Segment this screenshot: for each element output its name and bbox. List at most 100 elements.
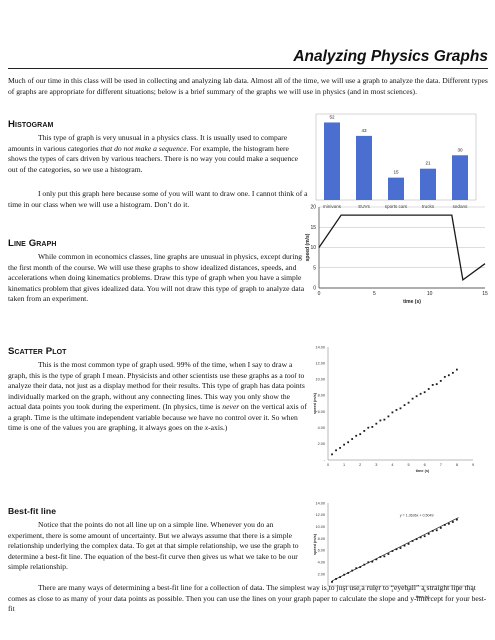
- bar: [420, 168, 436, 200]
- x-axis-label: time (s): [416, 469, 430, 473]
- data-point: [447, 374, 450, 377]
- scatter-paragraph: This is the most common type of graph us…: [8, 360, 308, 434]
- category-label: SUVs: [358, 204, 370, 209]
- scatter-text-emphasis-x: x: [204, 423, 209, 432]
- y-tick-label: 2.00: [318, 572, 325, 576]
- data-point: [415, 395, 418, 398]
- data-point: [367, 561, 370, 564]
- x-tick-label: 7: [440, 463, 442, 467]
- data-point: [395, 409, 398, 411]
- y-tick-label: 10.00: [315, 378, 325, 382]
- data-point: [379, 419, 382, 422]
- x-tick-label: 0: [327, 589, 329, 593]
- data-point: [447, 522, 450, 525]
- data-point: [419, 392, 422, 395]
- histogram-heading: Histogram: [8, 119, 54, 130]
- data-point: [363, 430, 366, 432]
- x-tick-label: 6: [424, 589, 426, 593]
- x-tick-label: 8: [456, 589, 458, 593]
- data-point: [331, 580, 333, 583]
- bestfit-paragraph-2: There are many ways of determining a bes…: [8, 583, 490, 615]
- best-fit-line: [331, 517, 459, 582]
- data-point: [359, 566, 362, 568]
- x-tick-label: 9: [472, 589, 474, 593]
- category-label: minivans: [323, 204, 342, 209]
- x-tick-label: 10: [427, 291, 433, 297]
- y-tick-label: 6.00: [318, 410, 325, 414]
- data-point: [383, 555, 386, 558]
- y-tick-label: 5: [313, 265, 316, 271]
- data-point: [435, 529, 438, 532]
- x-tick-label: 3: [375, 463, 377, 467]
- data-point: [359, 433, 362, 436]
- y-tick-label: 10: [310, 245, 316, 251]
- data-point: [423, 391, 426, 394]
- data-label: 15: [393, 170, 399, 175]
- data-point: [439, 380, 442, 382]
- data-point: [439, 527, 442, 529]
- data-point: [415, 538, 418, 541]
- x-tick-label: 0: [327, 463, 329, 467]
- data-point: [423, 535, 426, 538]
- data-point: [399, 407, 402, 410]
- data-point: [427, 388, 430, 390]
- line-graph-text: While common in economics classes, line …: [8, 252, 305, 303]
- data-point: [411, 397, 414, 400]
- x-tick-label: 8: [456, 463, 458, 467]
- data-point: [435, 383, 438, 386]
- data-label: 52: [329, 114, 335, 119]
- bar: [388, 177, 404, 200]
- data-point: [363, 563, 366, 566]
- data-point: [407, 401, 410, 404]
- y-tick-label: 6.00: [318, 549, 325, 553]
- bestfit-chart: - 2.00 4.00 6.00 8.00 10.00 12.00 14.00 0 1 2 3 4 5 6 7…: [313, 501, 474, 599]
- scatter-text-b: to analyze their data, not just as a dis…: [8, 370, 305, 412]
- y-tick-label: -: [324, 458, 326, 462]
- data-point: [371, 560, 374, 563]
- data-point: [387, 553, 390, 555]
- data-point: [443, 524, 446, 526]
- line-graph-heading: Line Graph: [8, 238, 57, 249]
- line-chart: 0 5 10 15 20 0 5 10 15 time (s) speed (m/s): [305, 205, 488, 305]
- x-axis-label: time (s): [403, 299, 421, 305]
- histogram-text-emphasis: that do not make a sequence: [100, 143, 187, 153]
- y-axis-label: speed (m/s): [305, 233, 311, 261]
- data-point: [391, 550, 394, 552]
- data-point: [399, 547, 402, 549]
- histogram-chart: 52 minivans 43 SUVs 15 sports cars 21 trucks 30 s…: [315, 113, 477, 209]
- x-tick-label: 5: [373, 291, 376, 297]
- data-point: [395, 548, 398, 551]
- y-tick-label: 14.00: [315, 501, 325, 505]
- data-point: [351, 438, 354, 440]
- y-tick-label: 8.00: [318, 537, 325, 541]
- data-point: [431, 384, 434, 386]
- histogram-text-c: I only put this graph here because some …: [8, 189, 308, 209]
- data-point: [339, 446, 341, 449]
- data-label: 21: [425, 161, 431, 166]
- y-axis-label: speed (m/s): [313, 392, 317, 414]
- data-point: [451, 521, 454, 523]
- data-point: [343, 443, 346, 446]
- scatter-text-d: -axis.): [208, 423, 228, 432]
- x-tick-label: 2: [359, 589, 361, 593]
- histogram-text-a: This type of graph is very unusual in a …: [8, 133, 288, 153]
- intro-paragraph: Much of our time in this class will be u…: [8, 76, 488, 96]
- data-point: [455, 368, 458, 371]
- data-point: [347, 572, 350, 574]
- x-tick-label: 6: [424, 463, 426, 467]
- y-tick-label: 2.00: [318, 442, 325, 446]
- x-axis-label: time (s): [416, 595, 430, 599]
- data-point: [371, 426, 374, 428]
- y-tick-label: 12.00: [315, 513, 325, 517]
- x-tick-label: 0: [318, 291, 321, 297]
- bestfit-paragraph-1: Notice that the points do not all line u…: [8, 520, 308, 573]
- y-tick-label: 0: [313, 286, 316, 292]
- y-tick-label: 10.00: [315, 525, 325, 529]
- x-tick-label: 2: [359, 463, 361, 467]
- data-point: [375, 422, 378, 425]
- bestfit-text-a: Notice that the points do not all line u…: [8, 520, 299, 571]
- x-tick-label: 1: [343, 463, 345, 467]
- data-point: [403, 404, 406, 407]
- scatter-text-emphasis-tool: tool: [284, 370, 297, 380]
- data-point: [339, 576, 341, 579]
